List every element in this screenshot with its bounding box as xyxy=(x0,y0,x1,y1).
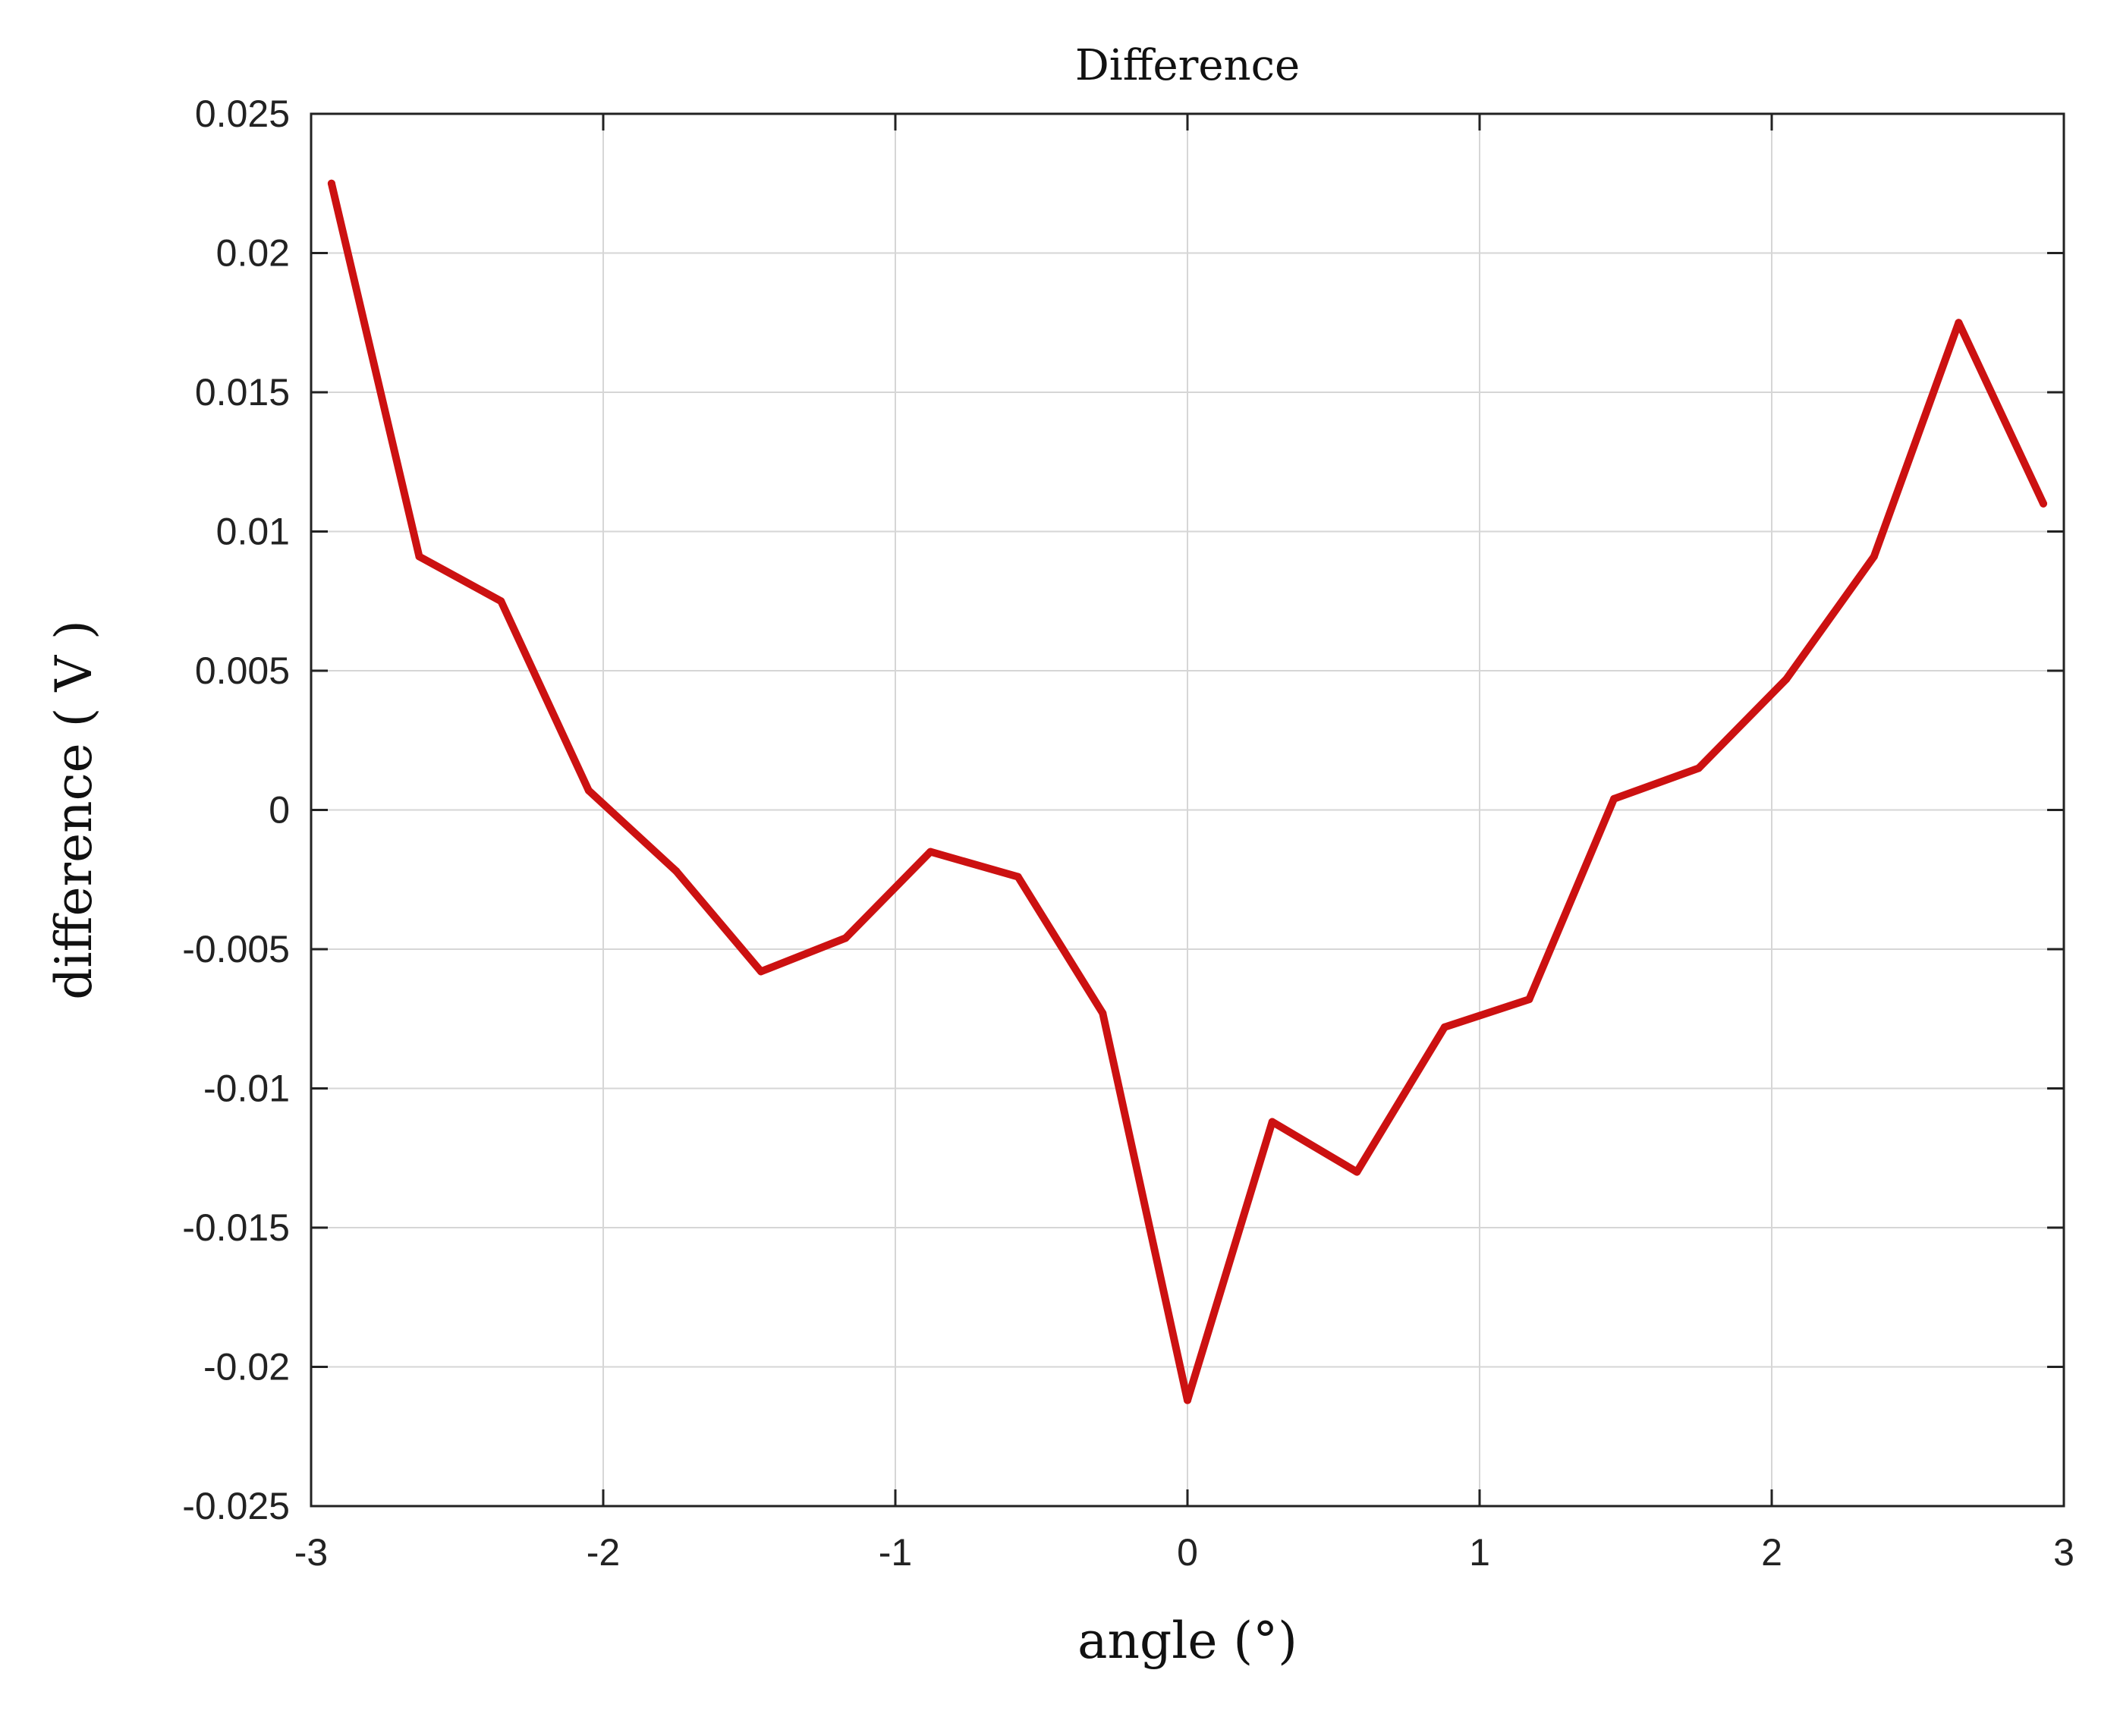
y-tick-label: -0.015 xyxy=(182,1206,290,1249)
y-tick-label: 0.015 xyxy=(195,371,290,414)
y-tick-label: 0.02 xyxy=(216,232,290,275)
x-tick-label: 0 xyxy=(1177,1531,1198,1574)
data-point xyxy=(1440,1023,1448,1031)
data-point xyxy=(584,786,593,794)
y-tick-label: 0.01 xyxy=(216,511,290,553)
x-tick-label: 1 xyxy=(1469,1531,1490,1574)
data-point xyxy=(327,179,335,187)
x-axis-label: angle (°) xyxy=(1077,1612,1297,1670)
data-point xyxy=(415,552,423,561)
series-group xyxy=(327,179,2047,1404)
y-tick-label: 0.005 xyxy=(195,649,290,692)
data-point xyxy=(1694,764,1703,772)
data-point xyxy=(1525,995,1533,1004)
y-axis-label: difference ( V ) xyxy=(45,620,103,1000)
chart-title: Difference xyxy=(1075,41,1300,90)
data-point xyxy=(1014,873,1022,881)
data-point xyxy=(2040,499,2047,508)
x-tick-label: -2 xyxy=(587,1531,620,1574)
y-tick-label: -0.01 xyxy=(203,1068,290,1110)
data-point xyxy=(672,867,681,876)
x-tick-label: 3 xyxy=(2053,1531,2074,1574)
y-tick-label: -0.005 xyxy=(182,928,290,970)
data-point xyxy=(1782,675,1791,683)
data-point xyxy=(1955,319,1963,327)
data-point xyxy=(1099,1009,1107,1017)
x-tick-label: -1 xyxy=(879,1531,912,1574)
data-point xyxy=(1184,1396,1191,1404)
data-point xyxy=(1353,1168,1361,1176)
axis-ticks: -3 -2 -1 0 1 2 3 0.025 0.02 0.015 0.01 0.005 0 -0.005… xyxy=(182,93,2074,1574)
y-tick-label: -0.025 xyxy=(182,1485,290,1527)
data-point xyxy=(1610,794,1618,803)
data-point xyxy=(756,967,765,976)
data-point xyxy=(497,597,505,605)
y-tick-label: -0.02 xyxy=(203,1346,290,1388)
data-point xyxy=(926,848,935,856)
data-point xyxy=(1870,552,1878,561)
data-point xyxy=(841,934,850,942)
y-tick-label: 0.025 xyxy=(195,93,290,135)
data-point xyxy=(1268,1118,1276,1126)
x-tick-label: 2 xyxy=(1761,1531,1782,1574)
y-tick-label: 0 xyxy=(269,789,290,832)
x-tick-label: -3 xyxy=(294,1531,328,1574)
